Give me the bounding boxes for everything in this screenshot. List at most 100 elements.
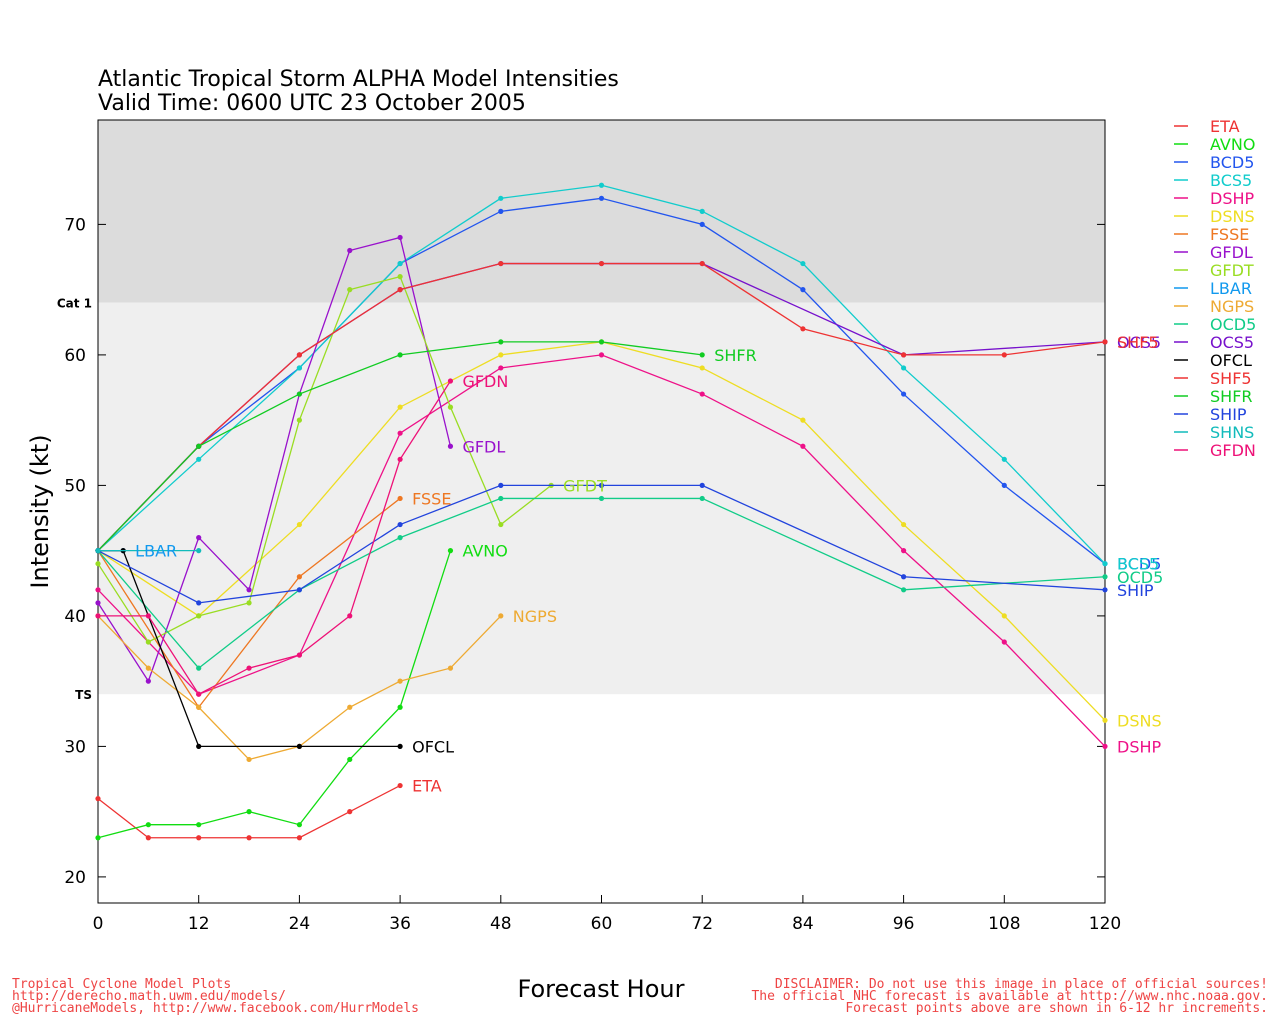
series-end-label: ETA bbox=[412, 777, 442, 796]
data-point bbox=[145, 639, 151, 645]
data-point bbox=[397, 234, 403, 241]
series-gfdn bbox=[95, 378, 454, 697]
footer-left: Tropical Cyclone Model Plots http://dere… bbox=[12, 977, 419, 1016]
legend-entry: OFCL bbox=[1210, 351, 1252, 370]
data-point bbox=[397, 521, 403, 528]
chart-subtitle: Valid Time: 0600 UTC 23 October 2005 bbox=[98, 91, 526, 116]
data-point bbox=[397, 352, 403, 358]
data-point bbox=[1102, 561, 1108, 567]
data-point bbox=[1102, 743, 1108, 750]
data-point bbox=[901, 365, 907, 371]
legend-entry: OCS5 bbox=[1210, 333, 1254, 352]
data-point bbox=[95, 561, 101, 567]
data-point bbox=[498, 260, 504, 267]
legend-entry: OCD5 bbox=[1210, 315, 1256, 334]
data-point bbox=[498, 495, 504, 502]
data-point bbox=[196, 691, 202, 697]
data-point bbox=[498, 195, 504, 201]
data-point bbox=[196, 665, 202, 671]
series-line bbox=[97, 236, 452, 683]
data-point bbox=[1001, 613, 1007, 619]
y-axis-label: Intensity (kt) bbox=[26, 434, 54, 588]
data-point bbox=[397, 430, 403, 436]
data-point bbox=[1102, 717, 1108, 723]
footer-right-line: DISCLAIMER: Do not use this image in pla… bbox=[775, 977, 1268, 992]
data-point bbox=[145, 822, 151, 828]
data-point bbox=[498, 339, 504, 345]
data-point bbox=[296, 365, 302, 371]
x-tick-label: 36 bbox=[389, 914, 411, 934]
data-point bbox=[800, 443, 806, 449]
series-eta bbox=[95, 782, 403, 841]
series-end-label: FSSE bbox=[412, 489, 451, 508]
footer-right-line: Forecast points above are shown in 6-12 … bbox=[845, 1001, 1268, 1016]
data-point bbox=[347, 704, 353, 710]
series-end-label: GFDT bbox=[563, 476, 607, 495]
data-point bbox=[498, 482, 504, 488]
data-point bbox=[901, 587, 907, 593]
data-point bbox=[397, 456, 403, 462]
data-point bbox=[498, 208, 504, 214]
series-line bbox=[98, 380, 451, 696]
data-point bbox=[447, 404, 454, 410]
data-point bbox=[598, 495, 605, 502]
legend-entry: SHNS bbox=[1210, 423, 1254, 442]
data-point bbox=[296, 417, 302, 423]
data-point bbox=[397, 260, 403, 267]
series-gfdt bbox=[95, 274, 554, 645]
data-point bbox=[1001, 352, 1007, 358]
series-layer bbox=[95, 182, 1108, 841]
legend-entry: AVNO bbox=[1210, 135, 1255, 154]
series-end-label: LBAR bbox=[135, 542, 177, 561]
data-point bbox=[296, 352, 302, 358]
series-end-label: SHFR bbox=[714, 346, 757, 365]
legend-entry: DSHP bbox=[1210, 189, 1255, 208]
footer-left-line: Tropical Cyclone Model Plots bbox=[12, 977, 231, 992]
data-point bbox=[498, 613, 504, 619]
data-point bbox=[347, 287, 353, 293]
data-point bbox=[800, 417, 806, 423]
series-shns bbox=[95, 548, 202, 554]
data-point bbox=[347, 756, 353, 763]
data-point bbox=[397, 274, 403, 280]
x-tick-label: 84 bbox=[792, 914, 814, 934]
data-point bbox=[699, 260, 705, 267]
data-point bbox=[447, 378, 454, 384]
data-point bbox=[296, 652, 302, 658]
data-point bbox=[296, 391, 302, 397]
series-end-label: GFDN bbox=[462, 372, 508, 391]
data-point bbox=[95, 835, 101, 841]
legend-entry: GFDN bbox=[1210, 441, 1256, 460]
y-tick-label: 60 bbox=[64, 346, 86, 366]
y-tick-label: 70 bbox=[64, 215, 86, 235]
data-point bbox=[95, 613, 101, 619]
x-tick-label: 60 bbox=[591, 914, 613, 934]
data-point bbox=[699, 208, 705, 214]
x-axis-label: Forecast Hour bbox=[518, 975, 685, 1003]
legend-entry: FSSE bbox=[1210, 225, 1249, 244]
data-point bbox=[598, 482, 605, 488]
data-point bbox=[447, 443, 454, 449]
x-tick-label: 96 bbox=[893, 914, 915, 934]
series-end-label: OCS5 bbox=[1117, 333, 1161, 352]
series-line bbox=[97, 497, 401, 709]
data-point bbox=[397, 287, 403, 293]
data-point bbox=[1001, 482, 1007, 488]
y-tick-label: 40 bbox=[64, 607, 86, 627]
series-end-label: DSHP bbox=[1117, 737, 1162, 756]
x-tick-label: 0 bbox=[93, 914, 104, 934]
data-point bbox=[397, 782, 403, 789]
data-point bbox=[447, 548, 454, 554]
series-end-label: BCS5 bbox=[1117, 555, 1159, 574]
series-end-label: SHF5 bbox=[1117, 333, 1159, 352]
chart-title: Atlantic Tropical Storm ALPHA Model Inte… bbox=[98, 67, 619, 92]
data-point bbox=[598, 195, 605, 201]
data-point bbox=[1102, 574, 1108, 580]
data-point bbox=[347, 613, 353, 619]
legend-entry: SHF5 bbox=[1210, 369, 1252, 388]
data-point bbox=[447, 665, 454, 671]
data-point bbox=[901, 352, 907, 358]
data-point bbox=[397, 704, 403, 710]
data-point bbox=[397, 495, 403, 502]
data-point bbox=[397, 404, 403, 410]
